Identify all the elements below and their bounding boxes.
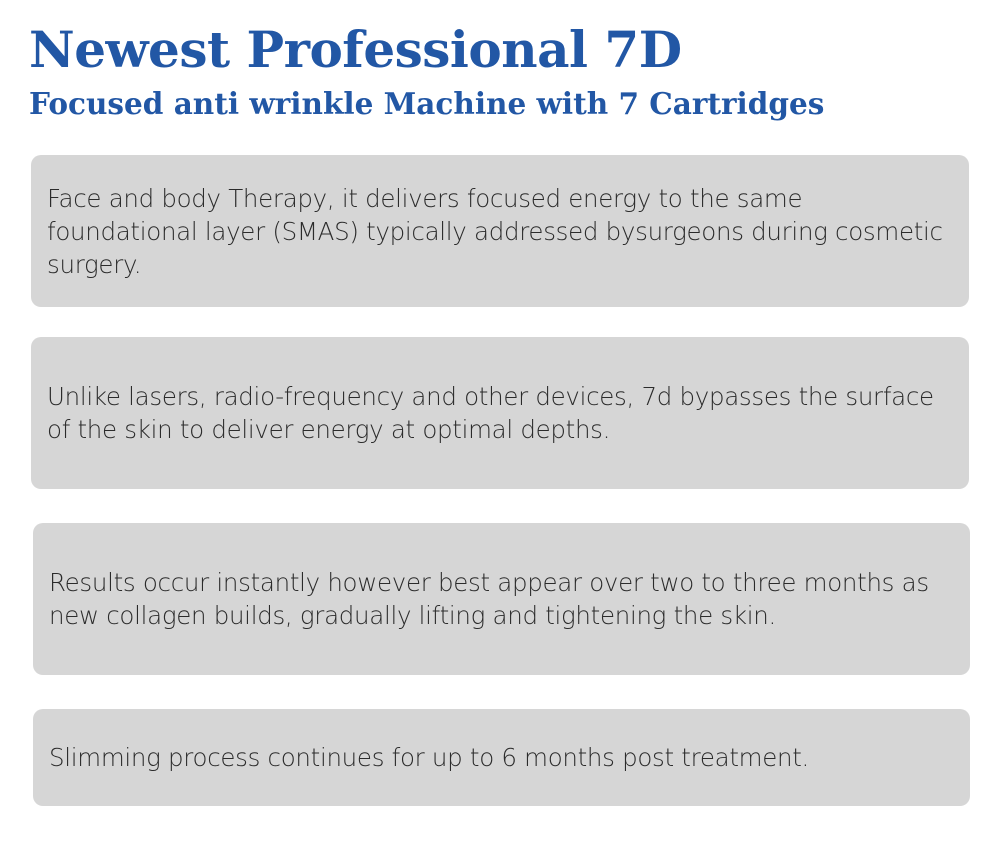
page-subtitle: Focused anti wrinkle Machine with 7 Cart… <box>29 86 825 121</box>
feature-card: Slimming process continues for up to 6 m… <box>33 709 970 806</box>
feature-card: Face and body Therapy, it delivers focus… <box>31 155 969 307</box>
feature-text: Results occur instantly however best app… <box>49 568 929 630</box>
feature-text: Unlike lasers, radio-frequency and other… <box>47 382 934 444</box>
feature-card: Unlike lasers, radio-frequency and other… <box>31 337 969 489</box>
feature-card: Results occur instantly however best app… <box>33 523 970 675</box>
feature-text: Slimming process continues for up to 6 m… <box>49 743 810 772</box>
feature-text: Face and body Therapy, it delivers focus… <box>47 184 943 279</box>
page-title: Newest Professional 7D <box>29 20 682 79</box>
